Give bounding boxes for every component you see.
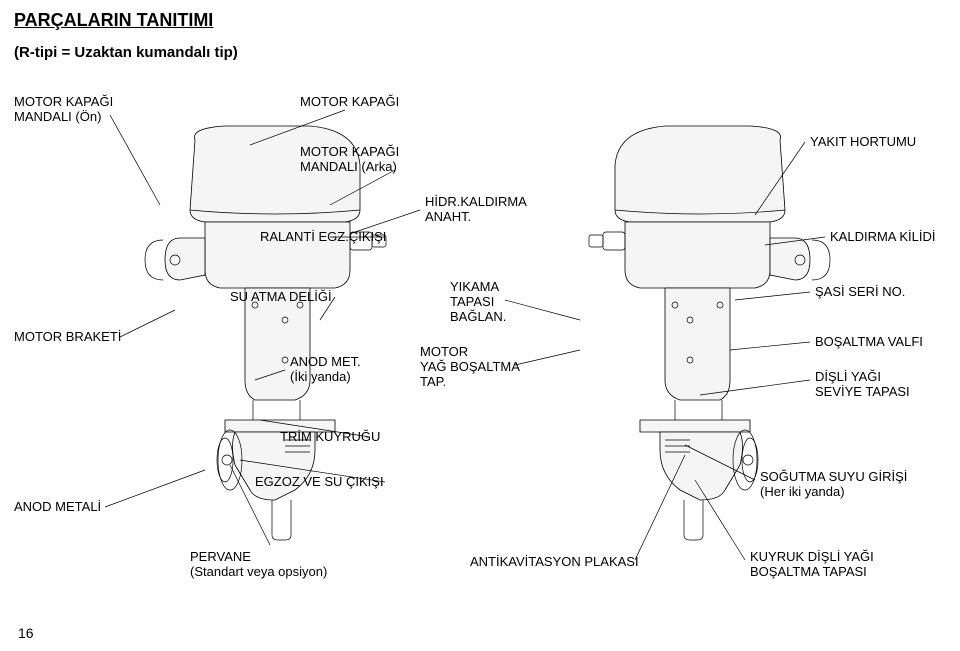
label-trim-kuyrugu: TRİM KUYRUĞU	[280, 430, 380, 445]
label-hidr-kaldirma: HİDR.KALDIRMA ANAHT.	[425, 195, 527, 225]
label-yikama-tapasi: YIKAMA TAPASI BAĞLAN.	[450, 280, 506, 325]
label-sogutma-suyu: SOĞUTMA SUYU GİRİŞİ (Her iki yanda)	[760, 470, 907, 500]
label-anod-met: ANOD MET. (İki yanda)	[290, 355, 361, 385]
label-kaldirma-kilidi: KALDIRMA KİLİDİ	[830, 230, 935, 245]
label-motor-kapagi-mandali-arka: MOTOR KAPAĞI MANDALI (Arka)	[300, 145, 399, 175]
label-ralanti-egz: RALANTİ EGZ.ÇIKIŞI	[260, 230, 386, 245]
label-sasi-seri: ŞASİ SERİ NO.	[815, 285, 905, 300]
label-kuyruk-disli: KUYRUK DİŞLİ YAĞI BOŞALTMA TAPASI	[750, 550, 874, 580]
label-bosaltma-valfi: BOŞALTMA VALFI	[815, 335, 923, 350]
label-su-atma: SU ATMA DELİĞİ	[230, 290, 332, 305]
label-pervane: PERVANE (Standart veya opsiyon)	[190, 550, 327, 580]
label-motor-kapagi: MOTOR KAPAĞI	[300, 95, 399, 110]
label-egzoz-su: EGZOZ VE SU ÇIKIŞI	[255, 475, 384, 490]
label-anod-metali: ANOD METALİ	[14, 500, 101, 515]
page-number: 16	[18, 625, 34, 641]
label-disli-yagi-seviye: DİŞLİ YAĞI SEVİYE TAPASI	[815, 370, 910, 400]
label-motor-kapagi-mandali-on: MOTOR KAPAĞI MANDALI (Ön)	[14, 95, 113, 125]
label-yakit-hortumu: YAKIT HORTUMU	[810, 135, 916, 150]
label-antikav: ANTİKAVİTASYON PLAKASI	[470, 555, 639, 570]
label-motor-yag-bosaltma: MOTOR YAĞ BOŞALTMA TAP.	[420, 345, 520, 390]
label-motor-braketi: MOTOR BRAKETİ	[14, 330, 121, 345]
